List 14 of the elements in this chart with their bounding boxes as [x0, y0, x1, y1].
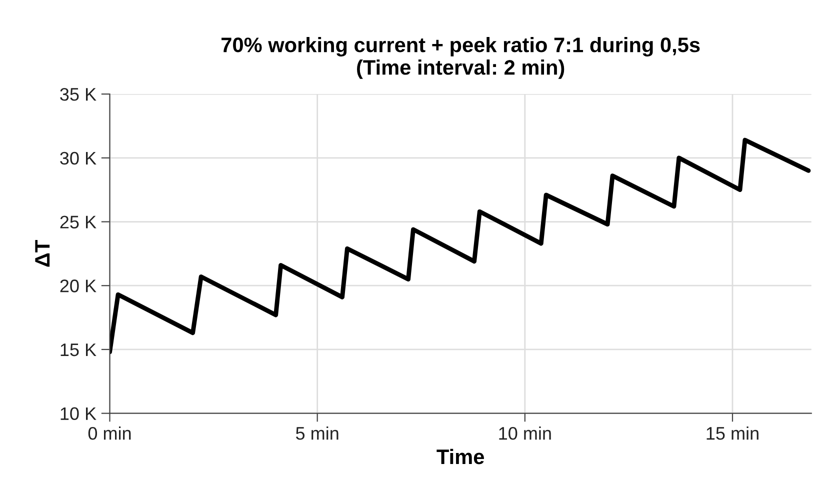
y-tick-label: 35 K	[60, 88, 96, 101]
y-tick-label: 20 K	[60, 280, 96, 292]
x-tick-label: 10 min	[499, 426, 551, 440]
y-tick-label: 15 K	[60, 344, 96, 356]
y-tick-label: 25 K	[60, 216, 96, 228]
y-tick-label: 30 K	[60, 152, 96, 165]
y-axis-title: ΔT	[35, 240, 50, 267]
y-tick-label: 10 K	[60, 407, 96, 420]
x-tick-label: 5 min	[296, 426, 338, 440]
x-axis-title: Time	[436, 448, 484, 464]
x-tick-label: 0 min	[88, 426, 131, 440]
line-series	[110, 138, 811, 354]
x-tick-label: 15 min	[706, 426, 758, 440]
chart-title: 70% working current + peek ratio 7:1 during 0,5s (Time interval: 2 min)	[222, 36, 700, 79]
